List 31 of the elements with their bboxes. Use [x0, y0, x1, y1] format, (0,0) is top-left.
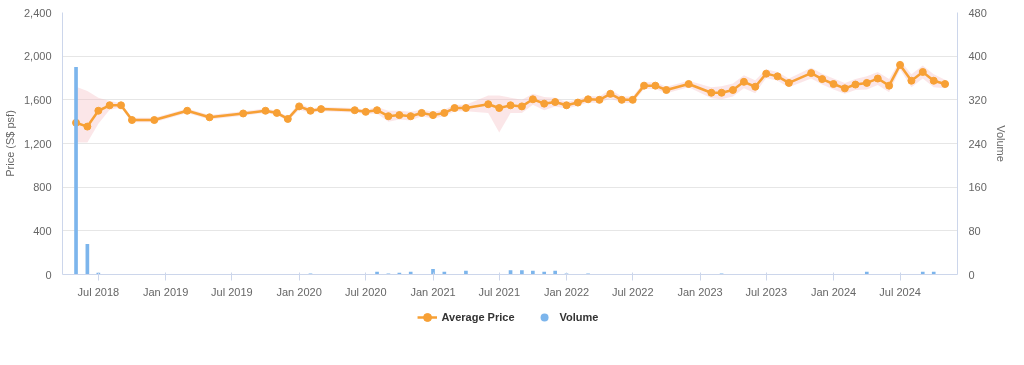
- y-tick-label: 2,400: [23, 6, 52, 19]
- x-tick-label: Jul 2018: [77, 285, 120, 298]
- y2-tick-label: 320: [968, 93, 987, 106]
- y-tick-label: 0: [45, 268, 52, 281]
- x-tick-label: Jan 2020: [276, 285, 322, 298]
- y2-tick-label: 80: [968, 224, 981, 237]
- x-tick-label: Jul 2023: [745, 285, 788, 298]
- y-tick-label: 400: [33, 224, 52, 237]
- y-tick-label: 1,600: [23, 93, 52, 106]
- x-tick-label: Jan 2021: [410, 285, 456, 298]
- y2-axis-title: Volume: [994, 125, 1007, 162]
- x-tick-label: Jul 2022: [611, 285, 654, 298]
- y-tick-label: 1,200: [23, 137, 52, 150]
- y2-tick-label: 480: [968, 6, 987, 19]
- y2-tick-label: 240: [968, 137, 987, 150]
- x-tick-label: Jul 2020: [344, 285, 387, 298]
- x-tick-label: Jan 2022: [543, 285, 590, 298]
- y2-tick-label: 400: [968, 50, 987, 63]
- x-tick-label: Jul 2019: [211, 285, 253, 298]
- y2-tick-label: 0: [968, 268, 975, 281]
- x-tick-label: Jan 2019: [143, 285, 189, 298]
- legend-label: Volume: [559, 311, 599, 323]
- x-tick-label: Jul 2021: [478, 285, 521, 298]
- x-tick-label: Jul 2024: [879, 285, 921, 298]
- y-tick-label: 800: [33, 181, 52, 194]
- x-tick-label: Jan 2024: [810, 285, 857, 298]
- x-tick-label: Jan 2023: [677, 285, 723, 298]
- y2-tick-label: 160: [968, 181, 987, 194]
- legend-label: Average Price: [441, 311, 515, 323]
- y-axis-title: Price (S$ psf): [3, 110, 16, 177]
- y-tick-label: 2,000: [23, 50, 52, 63]
